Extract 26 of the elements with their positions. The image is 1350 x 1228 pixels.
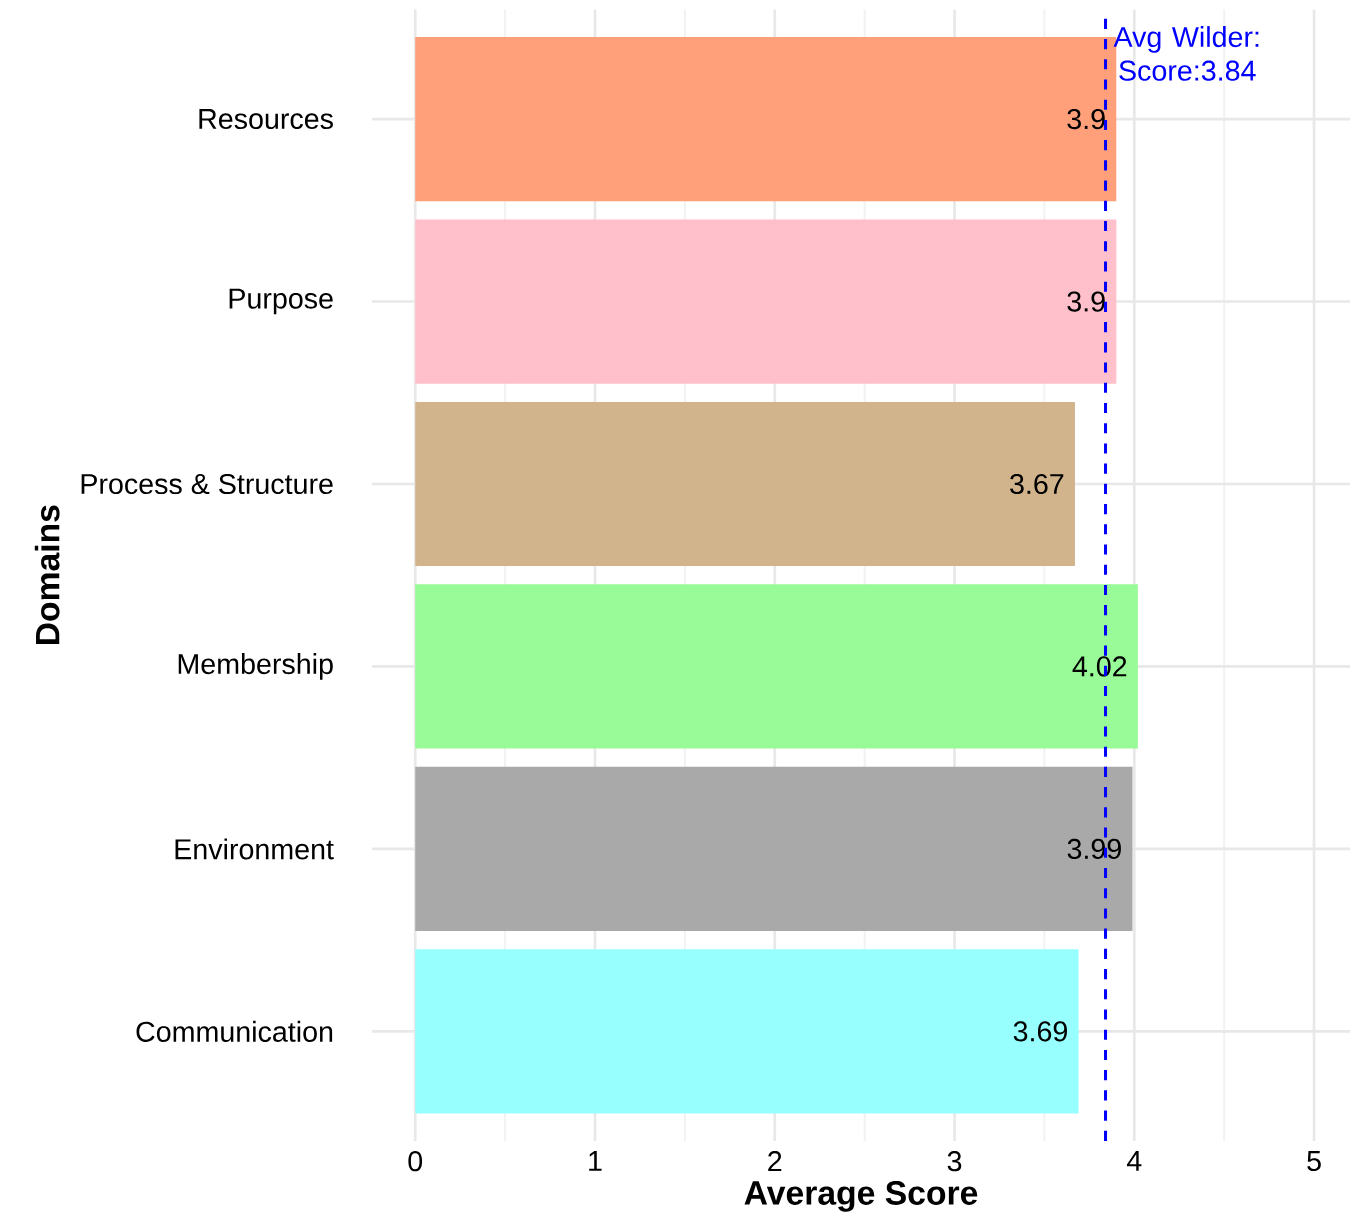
x-tick-label: 0 <box>408 1151 423 1172</box>
bar <box>415 584 1138 749</box>
y-tick-label: Communication <box>136 1020 333 1042</box>
x-tick-label: 5 <box>1307 1151 1321 1172</box>
data-label: 3.99 <box>1067 838 1121 859</box>
x-tick-label: 2 <box>768 1151 782 1172</box>
y-tick-label: Membership <box>178 653 333 680</box>
data-label: 3.69 <box>1013 1021 1067 1042</box>
bar <box>415 949 1079 1114</box>
data-label: 3.67 <box>1010 473 1064 495</box>
bar <box>415 766 1133 931</box>
data-label: 4.02 <box>1072 656 1127 677</box>
data-label: 3.9 <box>1067 108 1105 130</box>
x-tick-label: 3 <box>947 1151 962 1172</box>
x-tick-label: 1 <box>589 1151 602 1171</box>
ref-line-label: Avg Wilder: Score:3.84 <box>1113 26 1259 81</box>
data-label: 3.9 <box>1067 291 1105 312</box>
y-axis-title: Domains <box>34 505 60 645</box>
bar <box>415 219 1117 384</box>
y-tick-label: Resources <box>199 109 333 129</box>
y-tick-label: Process & Structure <box>81 473 333 495</box>
y-tick-label: Purpose <box>229 288 333 315</box>
x-axis-title: Average Score <box>744 1180 978 1212</box>
bar <box>415 401 1075 567</box>
y-tick-label: Environment <box>175 838 334 860</box>
x-tick-label: 4 <box>1126 1151 1142 1171</box>
